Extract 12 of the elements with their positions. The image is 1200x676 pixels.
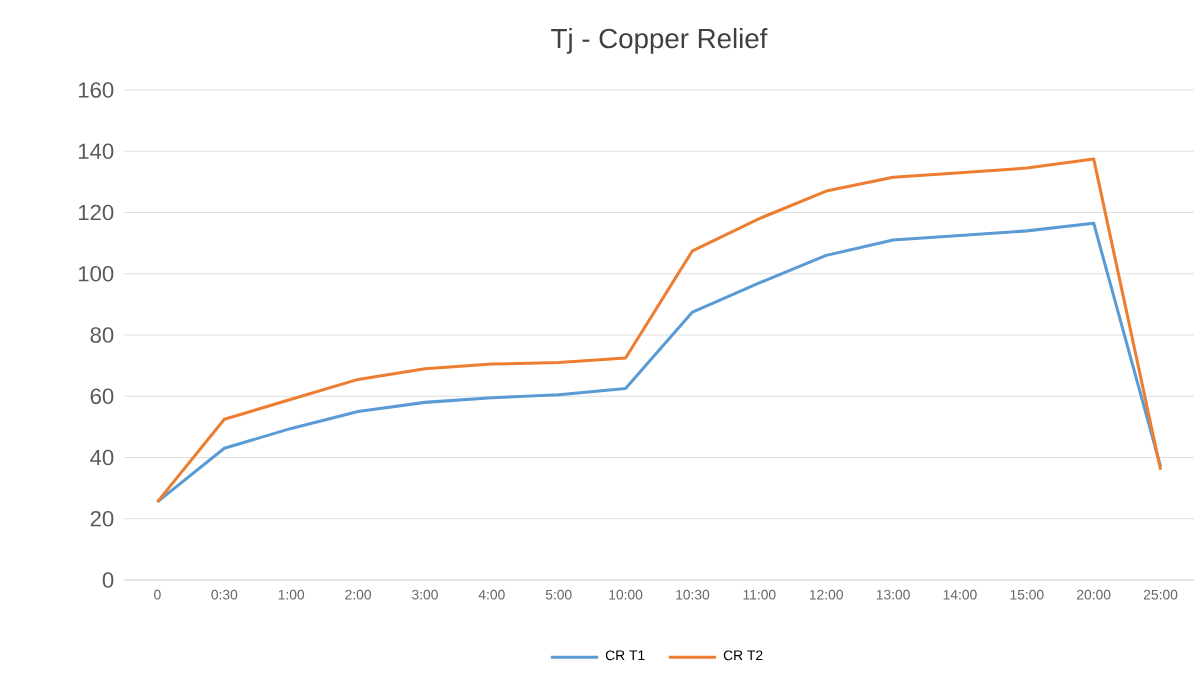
y-tick-label: 140 bbox=[78, 143, 114, 160]
y-tick-label: 20 bbox=[90, 510, 114, 527]
y-tick-label: 100 bbox=[78, 265, 114, 282]
y-tick-label: 0 bbox=[102, 572, 114, 588]
y-tick-label: 40 bbox=[90, 449, 114, 466]
line-series bbox=[155, 157, 1163, 504]
y-tick-label: 60 bbox=[90, 388, 114, 405]
y-tick-label: 80 bbox=[90, 327, 114, 343]
line-series bbox=[155, 221, 1163, 504]
chart-title: Tj - Copper Relief bbox=[551, 28, 768, 54]
y-tick-label: 160 bbox=[78, 82, 114, 98]
y-tick-label: 120 bbox=[78, 204, 114, 221]
